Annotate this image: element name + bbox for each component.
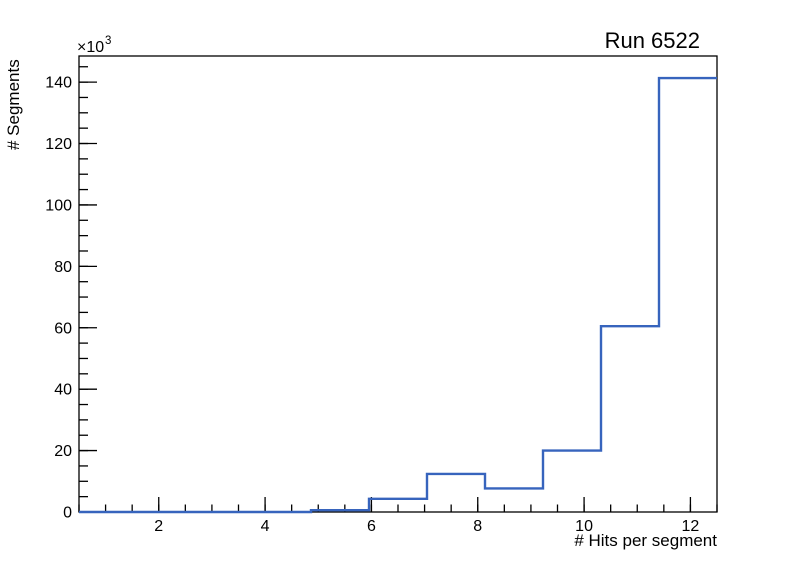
axis-ticks [78, 66, 718, 513]
y-tick-label: 20 [54, 443, 72, 460]
x-axis-title: # Hits per segment [574, 531, 717, 550]
y-tick-label: 100 [45, 197, 72, 214]
y-tick-label: 60 [54, 320, 72, 337]
x-tick-label: 4 [261, 518, 270, 535]
y-tick-label: 40 [54, 382, 72, 399]
x-tick-label: 6 [367, 518, 376, 535]
y-tick-label: 140 [45, 75, 72, 92]
y-tick-label: 120 [45, 136, 72, 153]
y-axis-exponent-power: 3 [105, 35, 111, 47]
x-tick-label: 8 [473, 518, 482, 535]
y-axis-exponent-base: ×10 [77, 39, 104, 56]
x-tick-label: 2 [154, 518, 163, 535]
x-tick-label: 12 [682, 518, 700, 535]
plot-title: Run 6522 [605, 28, 700, 53]
histogram-line [79, 76, 717, 514]
x-tick-label: 10 [575, 518, 593, 535]
y-tick-label: 80 [54, 259, 72, 276]
plot-frame [78, 55, 718, 513]
y-axis-title: # Segments [4, 59, 23, 150]
y-tick-label: 0 [63, 505, 72, 522]
